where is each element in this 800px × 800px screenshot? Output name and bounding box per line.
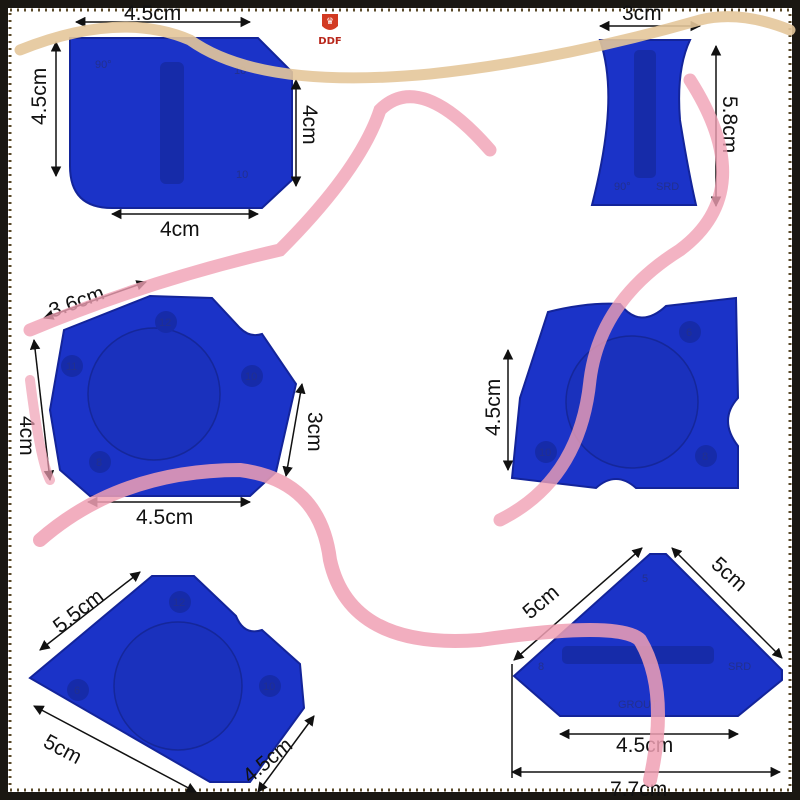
tool-6-dim-total: 7.7cm xyxy=(610,778,667,800)
tool-1-dim-bottom: 4cm xyxy=(160,218,200,241)
tool-6-embossed-left: 8 xyxy=(538,661,544,673)
tool-3-embossed-a: 12 xyxy=(159,317,171,329)
logo-text: DDF xyxy=(318,36,341,47)
tool-2-dim-top: 3cm xyxy=(622,2,662,25)
tool-4-dim-left: 4.5cm xyxy=(482,379,505,436)
tool-5-embossed-c: 10 xyxy=(263,681,275,693)
tool-6-dim-bottom: 4.5cm xyxy=(616,734,673,757)
brand-logo: ♛ DDF xyxy=(318,14,342,47)
tool-5-embossed-b: 6 xyxy=(74,685,80,697)
tool-3-embossed-c: 10 xyxy=(245,371,257,383)
svg-text:♛: ♛ xyxy=(326,17,334,27)
tool-4-embossed-c: 8 xyxy=(702,451,708,463)
tool-1: 90° 10 10 4.5cm 4.5cm 4cm 4cm xyxy=(28,2,321,241)
tool-1-dim-left: 4.5cm xyxy=(28,68,51,125)
tool-3-embossed-b: 11 xyxy=(66,361,77,373)
tool-6-embossed-top: 5 xyxy=(642,573,648,585)
tool-4-embossed-a: 6 xyxy=(686,327,692,339)
tool-1-embossed-size-b: 10 xyxy=(236,169,248,181)
tool-6-embossed-brand: SRD xyxy=(728,661,751,673)
tool-3-dim-bottom: 4.5cm xyxy=(136,506,193,529)
tool-2-embossed-brand: SRD xyxy=(656,181,679,193)
tool-1-dim-top: 4.5cm xyxy=(124,2,181,25)
tool-5-embossed-a: 12 xyxy=(173,597,185,609)
tool-2: 90° SRD 3cm 5.8cm xyxy=(590,2,741,208)
tool-5-dim-lower: 5cm xyxy=(40,730,86,769)
tool-1-embossed-angle: 90° xyxy=(95,59,112,71)
tool-5: 12 6 10 5.5cm 5cm 4.5cm xyxy=(28,571,315,793)
tool-6-embossed-grout: GROUT xyxy=(618,699,658,711)
tool-6-dim-left: 5cm xyxy=(518,581,563,624)
tool-4-embossed-b: 10 xyxy=(539,447,551,459)
tool-3-embossed-d: 8 xyxy=(96,457,102,469)
tool-3-dim-right: 3cm xyxy=(303,412,326,452)
decorative-ribbons xyxy=(14,11,796,787)
tool-2-embossed-angle: 90° xyxy=(614,181,631,193)
tool-1-dim-right: 4cm xyxy=(298,105,321,145)
